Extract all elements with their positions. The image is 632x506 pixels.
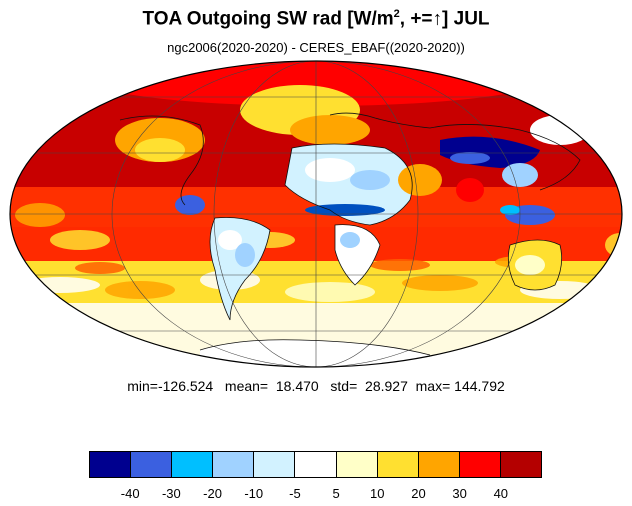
map-india [456, 178, 484, 202]
colorbar-segment [131, 452, 173, 477]
colorbar-segment [377, 452, 419, 477]
colorbar-tick-label: -40 [120, 486, 140, 501]
colorbar-tick-label: -10 [244, 486, 264, 501]
colorbar-tick-label: 10 [370, 486, 385, 501]
colorbar [89, 451, 542, 478]
colorbar-segment [213, 452, 255, 477]
stat-max: 144.792 [454, 378, 505, 394]
map-coastlines [119, 112, 581, 356]
map-graticule [10, 61, 622, 367]
colorbar-tick-label: 40 [493, 486, 509, 501]
plot-title: TOA Outgoing SW rad [W/m2, +=↑] JUL [142, 8, 490, 30]
colorbar-tick-label: -20 [203, 486, 222, 501]
colorbar-segment [295, 452, 337, 477]
stats-line: min=-126.524 mean= 18.470 std= 28.927 ma… [127, 378, 505, 394]
colorbar-segment [418, 452, 460, 477]
colorbar-tick-label: -5 [289, 486, 301, 501]
colorbar-segment [336, 452, 378, 477]
map-central-america [175, 195, 205, 215]
colorbar-segment [459, 452, 501, 477]
colorbar-tick-label: 30 [452, 486, 467, 501]
colorbar-ticks: -40 -30 -20 -10 -5 5 10 20 30 40 [0, 486, 632, 502]
colorbar-tick-label: 5 [332, 486, 340, 501]
colorbar-tick-label: 20 [411, 486, 426, 501]
stat-std: 28.927 [365, 378, 408, 394]
colorbar-tick-label: -30 [161, 486, 181, 501]
colorbar-segment [172, 452, 214, 477]
map-outline [9, 60, 623, 368]
map-arabia [398, 164, 442, 196]
map-north-america-inner [135, 138, 185, 162]
colorbar-segment [254, 452, 296, 477]
up-arrow-icon: ↑ [432, 8, 443, 30]
stat-min: -126.524 [157, 378, 214, 394]
map-sahel [305, 204, 385, 216]
plot-subtitle: ngc2006(2020-2020) - CERES_EBAF((2020-20… [167, 40, 465, 55]
colorbar-segment [90, 452, 132, 477]
map-antarctica [200, 339, 430, 367]
stat-mean: 18.470 [275, 378, 319, 394]
map-europe [290, 115, 370, 145]
colorbar-segment [500, 452, 542, 477]
